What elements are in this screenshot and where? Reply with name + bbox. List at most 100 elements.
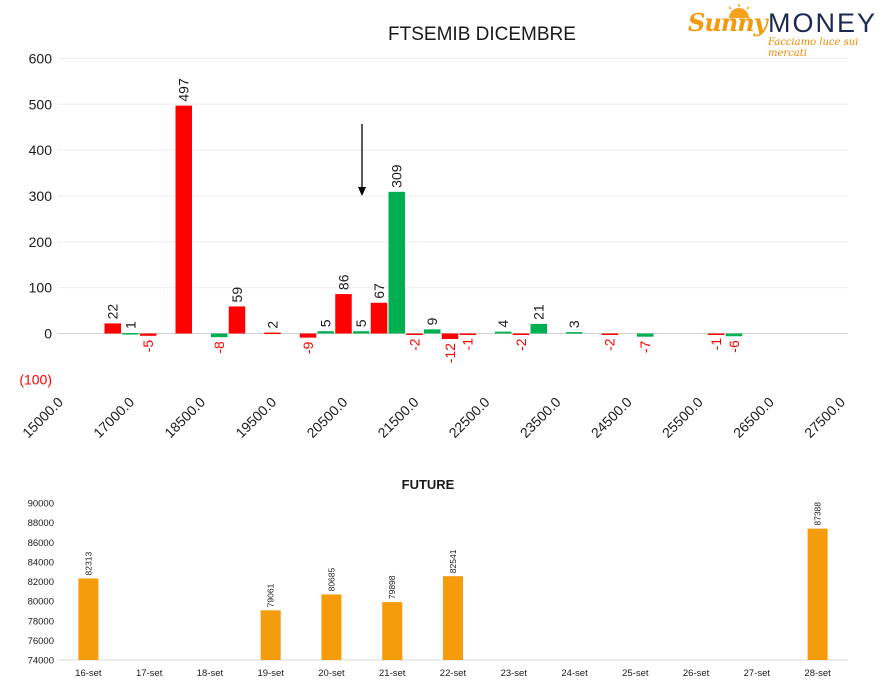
- bar-value-label: 1: [123, 321, 139, 329]
- bar-value-label: 497: [176, 78, 192, 102]
- bar: [321, 594, 342, 660]
- x-tick-label: 27-set: [744, 668, 771, 679]
- bar-value-label: -12: [442, 343, 458, 363]
- bar: [317, 331, 334, 334]
- bar: [299, 333, 317, 338]
- bar: [78, 578, 99, 660]
- chart-title: FUTURE: [402, 477, 455, 492]
- bar: [211, 333, 228, 338]
- x-tick-label: 16-set: [75, 668, 102, 679]
- y-tick-label: 74000: [28, 656, 54, 667]
- bar-value-label: 79898: [387, 575, 397, 599]
- x-tick-label: 27500.0: [801, 394, 848, 441]
- x-tick-label: 17000.0: [90, 394, 137, 441]
- bar: [104, 323, 121, 334]
- logo-tagline: Facciamo luce sui mercati: [768, 37, 859, 59]
- x-tick-label: 26500.0: [730, 394, 777, 441]
- sun-icon: [728, 4, 750, 18]
- bar-value-label: 59: [229, 287, 245, 303]
- ftsemib-options-chart: FTSEMIB DICEMBRE 600 500 400 300 200 100 0 (100)…: [19, 24, 848, 441]
- logo-brand-left: Sunny: [688, 8, 768, 37]
- y-tick-label: 600: [29, 50, 53, 66]
- bar-value-label: -9: [300, 341, 316, 354]
- bar-value-label: -2: [602, 338, 618, 351]
- bar: [637, 333, 654, 337]
- y-tick-label: 90000: [28, 499, 54, 510]
- chart-title: FTSEMIB DICEMBRE: [388, 24, 576, 45]
- x-tick-label: 18-set: [197, 668, 224, 679]
- x-tick-label: 25-set: [622, 668, 649, 679]
- bar: [353, 331, 370, 334]
- x-tick-label: 23500.0: [517, 394, 564, 441]
- annotation-arrow-head: [358, 187, 366, 196]
- bar: [725, 333, 743, 337]
- bar: [175, 105, 192, 334]
- bar: [424, 329, 441, 334]
- bar: [382, 602, 403, 660]
- x-tick-label: 15000.0: [19, 394, 66, 441]
- bar: [459, 333, 476, 335]
- x-tick-label: 19500.0: [232, 394, 279, 441]
- future-price-chart: FUTURE 90000 88000 86000 84000 82000 80000 7800…: [28, 477, 848, 679]
- y-tick-label: 200: [29, 234, 53, 250]
- bar: [708, 333, 725, 335]
- x-tick-label: 24500.0: [588, 394, 635, 441]
- y-tick-label: 300: [29, 188, 53, 204]
- bar-value-label: -6: [726, 340, 742, 353]
- y-tick-label: 76000: [28, 636, 54, 647]
- bar-value-label: -1: [708, 338, 724, 351]
- bar: [228, 306, 246, 334]
- bar: [495, 331, 512, 334]
- bar-value-label: 87388: [813, 502, 823, 526]
- bar: [441, 333, 459, 340]
- y-tick-label: 0: [44, 326, 52, 342]
- bar: [122, 333, 139, 335]
- x-tick-label: 18500.0: [161, 394, 208, 441]
- x-tick-label: 23-set: [501, 668, 528, 679]
- bar-value-label: 5: [318, 319, 334, 327]
- x-tick-label: 28-set: [804, 668, 831, 679]
- bar-value-label: -2: [407, 338, 423, 351]
- bar: [335, 294, 352, 334]
- x-tick-label: 21500.0: [374, 394, 421, 441]
- bar: [512, 333, 530, 335]
- x-tick-label: 22-set: [440, 668, 467, 679]
- bar-value-label: -8: [211, 341, 227, 354]
- bar: [601, 333, 618, 335]
- x-tick-label: 25500.0: [659, 394, 706, 441]
- bar: [260, 610, 281, 660]
- bar: [566, 332, 583, 334]
- x-tick-label: 17-set: [136, 668, 163, 679]
- x-tick-label: 26-set: [683, 668, 710, 679]
- y-tick-label: 88000: [28, 518, 54, 529]
- y-tick-label: 82000: [28, 577, 54, 588]
- bar-value-label: 82313: [83, 552, 93, 576]
- bar-value-label: 3: [566, 320, 582, 328]
- y-tick-label: 400: [29, 142, 53, 158]
- bar-value-label: 67: [371, 283, 387, 299]
- bar-value-label: 9: [424, 317, 440, 325]
- y-tick-label: 78000: [28, 616, 54, 627]
- x-tick-label: 21-set: [379, 668, 406, 679]
- x-tick-label: 20500.0: [303, 394, 350, 441]
- bar-value-label: 21: [531, 304, 547, 320]
- bar-value-label: -2: [513, 338, 529, 351]
- y-tick-label: 84000: [28, 557, 54, 568]
- bar: [443, 576, 463, 660]
- bar-value-label: 82541: [448, 549, 458, 573]
- y-tick-label: 80000: [28, 597, 54, 608]
- x-tick-label: 22500.0: [446, 394, 493, 441]
- logo-brand-right: MONEY: [768, 8, 878, 38]
- sunny-money-logo: Sunny MONEY Facciamo luce sui mercati: [682, 4, 888, 59]
- bar-value-label: 79061: [266, 583, 276, 607]
- bar: [388, 191, 405, 334]
- bar-value-label: 309: [389, 164, 405, 188]
- bar-value-label: 2: [265, 321, 281, 329]
- bar: [264, 332, 281, 335]
- y-tick-label: 100: [29, 280, 53, 296]
- bar-value-label: -7: [637, 341, 653, 354]
- y-tick-label: 500: [29, 96, 53, 112]
- bar: [530, 323, 547, 334]
- bar-value-label: 86: [336, 274, 352, 290]
- y-tick-label: (100): [19, 371, 52, 387]
